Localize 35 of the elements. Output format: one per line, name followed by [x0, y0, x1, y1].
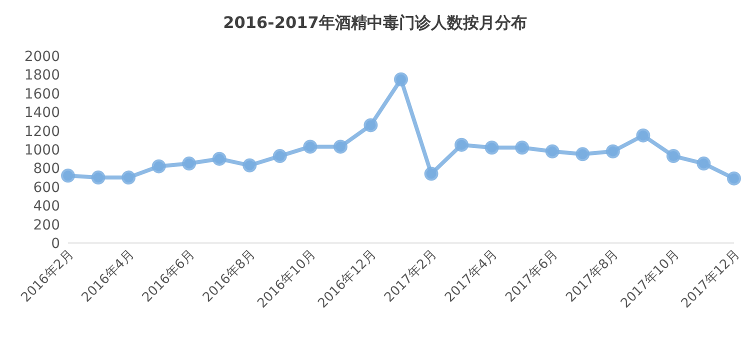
point	[666, 149, 680, 164]
point	[727, 171, 741, 186]
point	[242, 158, 257, 172]
point	[454, 138, 469, 152]
point	[91, 170, 106, 185]
y-tick-label: 0	[51, 236, 60, 252]
point	[333, 140, 348, 154]
point	[303, 140, 318, 154]
point	[424, 166, 438, 181]
y-tick-label: 200	[33, 217, 60, 234]
y-tick-label: 1000	[24, 142, 60, 158]
point	[636, 128, 650, 142]
y-tick-label: 400	[33, 198, 60, 215]
y-tick-label: 1200	[24, 124, 60, 140]
y-tick-label: 1800	[24, 68, 60, 84]
point	[272, 149, 287, 164]
point	[696, 156, 711, 171]
point	[545, 144, 560, 158]
point	[61, 168, 75, 183]
point	[212, 152, 226, 166]
y-tick-label: 1400	[24, 105, 60, 122]
point	[484, 140, 499, 155]
y-tick-label: 2000	[24, 48, 60, 65]
point	[182, 156, 196, 171]
chart-title: 2016-2017年酒精中毒门诊人数按月分布	[222, 12, 528, 34]
point	[394, 72, 408, 86]
point	[152, 159, 166, 174]
point	[606, 144, 620, 158]
point	[364, 118, 378, 132]
point	[576, 147, 590, 162]
y-tick-label: 600	[33, 180, 60, 196]
y-tick-label: 800	[33, 161, 60, 178]
point	[122, 170, 136, 185]
y-tick-label: 1600	[24, 86, 60, 102]
point	[515, 140, 530, 155]
